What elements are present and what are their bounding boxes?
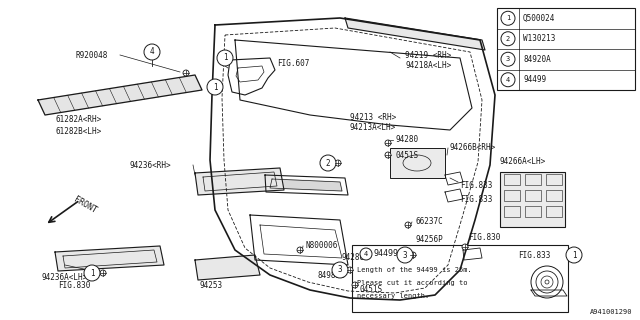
Text: 1: 1 bbox=[223, 53, 227, 62]
Circle shape bbox=[501, 11, 515, 25]
Circle shape bbox=[183, 70, 189, 76]
Text: 4: 4 bbox=[150, 47, 154, 57]
Text: 2: 2 bbox=[506, 36, 510, 42]
Text: 94236A<LH>: 94236A<LH> bbox=[42, 274, 88, 283]
Circle shape bbox=[144, 44, 160, 60]
Bar bbox=[497, 8, 635, 90]
Circle shape bbox=[207, 79, 223, 95]
Circle shape bbox=[501, 73, 515, 87]
Circle shape bbox=[347, 267, 353, 273]
Text: Please cut it according to: Please cut it according to bbox=[357, 280, 467, 286]
Text: 94499: 94499 bbox=[523, 75, 546, 84]
Text: FIG.607: FIG.607 bbox=[277, 59, 309, 68]
Text: FRONT: FRONT bbox=[72, 195, 98, 215]
Polygon shape bbox=[195, 168, 284, 195]
Text: 94253: 94253 bbox=[200, 281, 223, 290]
Text: 84920A: 84920A bbox=[523, 55, 551, 64]
Circle shape bbox=[410, 252, 416, 258]
Circle shape bbox=[385, 152, 391, 158]
Text: 61282A<RH>: 61282A<RH> bbox=[55, 116, 101, 124]
Bar bbox=[546, 190, 562, 201]
Text: 0451S: 0451S bbox=[360, 285, 383, 294]
Circle shape bbox=[335, 160, 341, 166]
Text: 94218A<LH>: 94218A<LH> bbox=[405, 60, 451, 69]
Bar bbox=[352, 245, 568, 312]
Bar bbox=[546, 174, 562, 185]
Bar bbox=[390, 148, 445, 178]
Text: 1: 1 bbox=[212, 83, 218, 92]
Polygon shape bbox=[55, 246, 164, 271]
Text: 4: 4 bbox=[364, 251, 368, 257]
Text: 94256P: 94256P bbox=[415, 236, 443, 244]
Text: FIG.833: FIG.833 bbox=[460, 180, 492, 189]
Bar bbox=[504, 206, 520, 217]
Circle shape bbox=[332, 262, 348, 278]
Text: Q500024: Q500024 bbox=[523, 14, 556, 23]
Text: 94219 <RH>: 94219 <RH> bbox=[405, 51, 451, 60]
Text: W130213: W130213 bbox=[523, 34, 556, 43]
Polygon shape bbox=[270, 179, 342, 191]
Text: 94280: 94280 bbox=[395, 135, 418, 145]
Circle shape bbox=[405, 222, 411, 228]
Text: Length of the 94499 is 25m.: Length of the 94499 is 25m. bbox=[357, 267, 472, 273]
Text: 94236<RH>: 94236<RH> bbox=[130, 161, 172, 170]
Bar bbox=[546, 206, 562, 217]
Text: 94286F: 94286F bbox=[342, 253, 370, 262]
Text: FIG.830: FIG.830 bbox=[468, 234, 500, 243]
Text: 4: 4 bbox=[506, 77, 510, 83]
Polygon shape bbox=[345, 18, 485, 50]
Circle shape bbox=[462, 244, 468, 250]
Circle shape bbox=[501, 52, 515, 66]
Text: FIG.833: FIG.833 bbox=[518, 251, 550, 260]
Text: 66237C: 66237C bbox=[415, 218, 443, 227]
Text: FIG.833: FIG.833 bbox=[460, 196, 492, 204]
Text: N800006: N800006 bbox=[305, 241, 337, 250]
Bar bbox=[525, 190, 541, 201]
Circle shape bbox=[397, 247, 413, 263]
Text: 94499: 94499 bbox=[374, 250, 399, 259]
Text: FIG.830: FIG.830 bbox=[58, 281, 90, 290]
Text: 0451S: 0451S bbox=[395, 150, 418, 159]
Circle shape bbox=[320, 155, 336, 171]
Text: 94266B<RH>: 94266B<RH> bbox=[450, 143, 496, 153]
Text: 1: 1 bbox=[506, 15, 510, 21]
Text: 84985B: 84985B bbox=[318, 270, 346, 279]
Text: 1: 1 bbox=[90, 268, 94, 277]
Bar bbox=[500, 172, 565, 227]
Circle shape bbox=[84, 265, 100, 281]
Text: 3: 3 bbox=[338, 266, 342, 275]
Text: necessary length.: necessary length. bbox=[357, 293, 429, 299]
Text: 94213A<LH>: 94213A<LH> bbox=[350, 124, 396, 132]
Circle shape bbox=[352, 282, 358, 288]
Bar bbox=[504, 174, 520, 185]
Bar bbox=[525, 206, 541, 217]
Text: R920048: R920048 bbox=[75, 51, 108, 60]
Text: 3: 3 bbox=[403, 251, 407, 260]
Text: 94213 <RH>: 94213 <RH> bbox=[350, 114, 396, 123]
Circle shape bbox=[360, 248, 372, 260]
Circle shape bbox=[297, 247, 303, 253]
Polygon shape bbox=[195, 255, 260, 280]
Polygon shape bbox=[38, 75, 202, 115]
Text: 3: 3 bbox=[506, 56, 510, 62]
Circle shape bbox=[501, 32, 515, 46]
Circle shape bbox=[100, 270, 106, 276]
Text: 2: 2 bbox=[326, 158, 330, 167]
Text: 94266A<LH>: 94266A<LH> bbox=[500, 157, 547, 166]
Circle shape bbox=[217, 50, 233, 66]
Circle shape bbox=[566, 247, 582, 263]
Text: 61282B<LH>: 61282B<LH> bbox=[55, 127, 101, 137]
Text: A941001290: A941001290 bbox=[589, 309, 632, 315]
Circle shape bbox=[385, 140, 391, 146]
Bar bbox=[525, 174, 541, 185]
Text: 1: 1 bbox=[572, 251, 576, 260]
Bar bbox=[504, 190, 520, 201]
